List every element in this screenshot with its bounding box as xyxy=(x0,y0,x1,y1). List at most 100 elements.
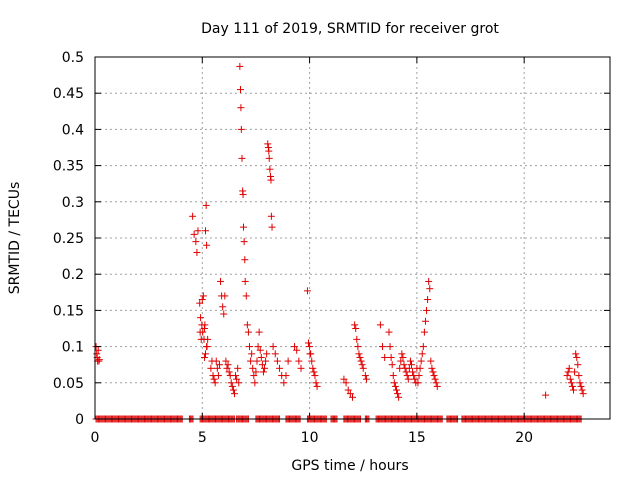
data-point xyxy=(238,154,246,162)
data-point xyxy=(572,350,580,358)
data-point xyxy=(426,285,434,293)
data-point xyxy=(243,321,251,329)
data-point xyxy=(192,238,200,246)
data-point xyxy=(312,379,320,387)
data-point xyxy=(402,368,410,376)
data-point xyxy=(219,303,227,311)
data-point xyxy=(353,335,361,343)
data-point xyxy=(210,375,218,383)
data-point xyxy=(202,201,210,209)
data-point xyxy=(261,364,269,372)
data-point xyxy=(579,390,587,398)
data-point xyxy=(95,356,103,364)
data-point xyxy=(391,382,399,390)
data-point xyxy=(566,375,574,383)
data-point xyxy=(263,350,271,358)
y-axis-label: SRMTID / TECUs xyxy=(7,182,23,295)
plot-frame xyxy=(94,56,611,420)
y-tick-label: 0.4 xyxy=(62,122,84,138)
data-point xyxy=(221,292,229,300)
data-point xyxy=(224,361,232,369)
data-point xyxy=(251,379,259,387)
data-point xyxy=(259,368,267,376)
data-point xyxy=(239,191,247,199)
y-tick-label: 0.5 xyxy=(62,50,84,66)
data-point xyxy=(361,372,369,380)
data-point xyxy=(265,147,273,155)
data-point xyxy=(578,386,586,394)
y-tick-label: 0 xyxy=(75,412,84,428)
data-point xyxy=(362,375,370,383)
data-point xyxy=(271,350,279,358)
data-point xyxy=(212,357,220,365)
data-point xyxy=(415,372,423,380)
x-tick-label: 20 xyxy=(515,430,533,446)
data-point xyxy=(313,382,321,390)
data-point xyxy=(253,357,261,365)
data-point xyxy=(239,223,247,231)
data-point xyxy=(573,353,581,361)
data-point xyxy=(399,353,407,361)
data-point xyxy=(273,357,281,365)
data-point xyxy=(305,339,313,347)
data-point xyxy=(411,375,419,383)
data-point xyxy=(249,364,257,372)
data-point xyxy=(356,353,364,361)
data-point xyxy=(425,277,433,285)
x-axis-label: GPS time / hours xyxy=(291,458,408,474)
data-point xyxy=(388,361,396,369)
data-point xyxy=(217,277,225,285)
data-point xyxy=(424,296,432,304)
data-point xyxy=(190,230,198,238)
data-point xyxy=(207,364,215,372)
data-point xyxy=(223,364,231,372)
data-point xyxy=(571,368,579,376)
data-point xyxy=(376,321,384,329)
data-point xyxy=(220,310,228,318)
x-tick-label: 10 xyxy=(301,430,319,446)
data-point xyxy=(387,353,395,361)
y-tick-label: 0.15 xyxy=(53,303,84,319)
data-point xyxy=(423,306,431,314)
data-point xyxy=(390,379,398,387)
data-point xyxy=(252,368,260,376)
data-point xyxy=(262,357,270,365)
data-point xyxy=(417,357,425,365)
data-point xyxy=(357,357,365,365)
data-point xyxy=(386,343,394,351)
data-point xyxy=(250,372,258,380)
data-point xyxy=(258,361,266,369)
data-point xyxy=(359,364,367,372)
grid xyxy=(95,57,610,419)
data-point xyxy=(352,325,360,332)
data-point xyxy=(267,212,275,220)
data-point xyxy=(403,372,411,380)
data-point xyxy=(433,382,441,390)
data-point xyxy=(379,343,387,351)
data-point xyxy=(234,364,242,372)
data-point xyxy=(295,357,303,365)
data-point xyxy=(408,361,416,369)
x-tick-label: 15 xyxy=(408,430,426,446)
data-point xyxy=(358,361,366,369)
data-point xyxy=(240,238,248,246)
data-point xyxy=(310,368,318,376)
data-point xyxy=(346,390,354,398)
data-point xyxy=(256,346,264,354)
data-point xyxy=(229,386,237,394)
data-point xyxy=(235,379,243,387)
axis-ticks: 0 0.05 0.1 0.15 0.2 0.25 0.3 0.35 0.4 0.45 0.5 0 5 10… xyxy=(53,50,610,446)
data-point xyxy=(266,165,274,173)
data-point xyxy=(416,364,424,372)
y-tick-label: 0.35 xyxy=(53,159,84,175)
data-point xyxy=(193,248,201,256)
data-point xyxy=(427,357,435,365)
x-tick-label: 5 xyxy=(198,430,207,446)
data-point xyxy=(418,350,426,358)
data-point xyxy=(404,375,412,383)
data-point xyxy=(203,343,211,351)
data-point xyxy=(311,372,319,380)
data-point xyxy=(397,357,405,365)
data-point xyxy=(236,86,244,94)
